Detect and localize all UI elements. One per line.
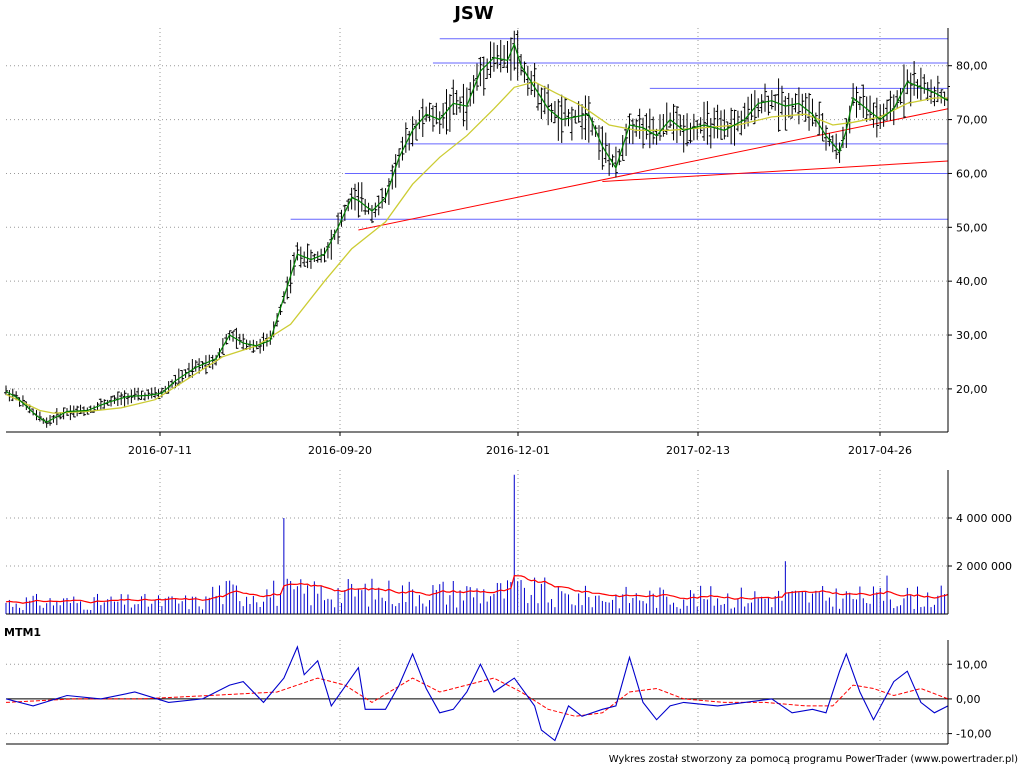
x-tick-label: 2016-09-20 <box>308 444 372 457</box>
price-grid <box>6 28 948 432</box>
ma-short-line <box>5 42 949 423</box>
mtm-axis: 10,00 0,00 -10,00 <box>6 640 991 745</box>
price-ohlc-bars <box>4 30 950 428</box>
volume-ma <box>5 574 949 604</box>
mtm-tick-label: -10,00 <box>956 728 991 741</box>
x-tick-label: 2017-02-13 <box>666 444 730 457</box>
volume-axis: 2 000 000 4 000 000 <box>6 470 1012 615</box>
price-axis: 20,00 30,00 40,00 50,00 60,00 70,00 80,00 2016-… <box>6 28 988 457</box>
mtm-lines <box>5 645 949 742</box>
y-tick-label: 30,00 <box>956 329 988 342</box>
ma-long-line <box>5 81 948 414</box>
mtm-grid <box>6 640 948 744</box>
volume-tick-label: 4 000 000 <box>956 512 1012 525</box>
volume-ma-line <box>5 574 949 604</box>
mtm-signal-line <box>5 677 949 717</box>
trend-line <box>602 160 949 183</box>
mtm-label: MTM1 <box>4 626 41 639</box>
mtm-tick-label: 0,00 <box>956 693 981 706</box>
y-tick-label: 20,00 <box>956 383 988 396</box>
x-tick-label: 2017-04-26 <box>848 444 912 457</box>
chart-title: JSW <box>452 3 494 24</box>
volume-bars <box>5 474 949 614</box>
y-tick-label: 40,00 <box>956 275 988 288</box>
mtm-tick-label: 10,00 <box>956 658 988 671</box>
y-tick-label: 80,00 <box>956 60 988 73</box>
mtm-line <box>5 645 949 742</box>
y-tick-label: 60,00 <box>956 167 988 180</box>
moving-average-lines <box>5 42 949 423</box>
x-tick-label: 2016-12-01 <box>486 444 550 457</box>
credit-text: Wykres został stworzony za pomocą progra… <box>609 754 1018 765</box>
y-tick-label: 50,00 <box>956 221 988 234</box>
y-tick-label: 70,00 <box>956 114 988 127</box>
x-tick-label: 2016-07-11 <box>128 444 192 457</box>
volume-tick-label: 2 000 000 <box>956 560 1012 573</box>
